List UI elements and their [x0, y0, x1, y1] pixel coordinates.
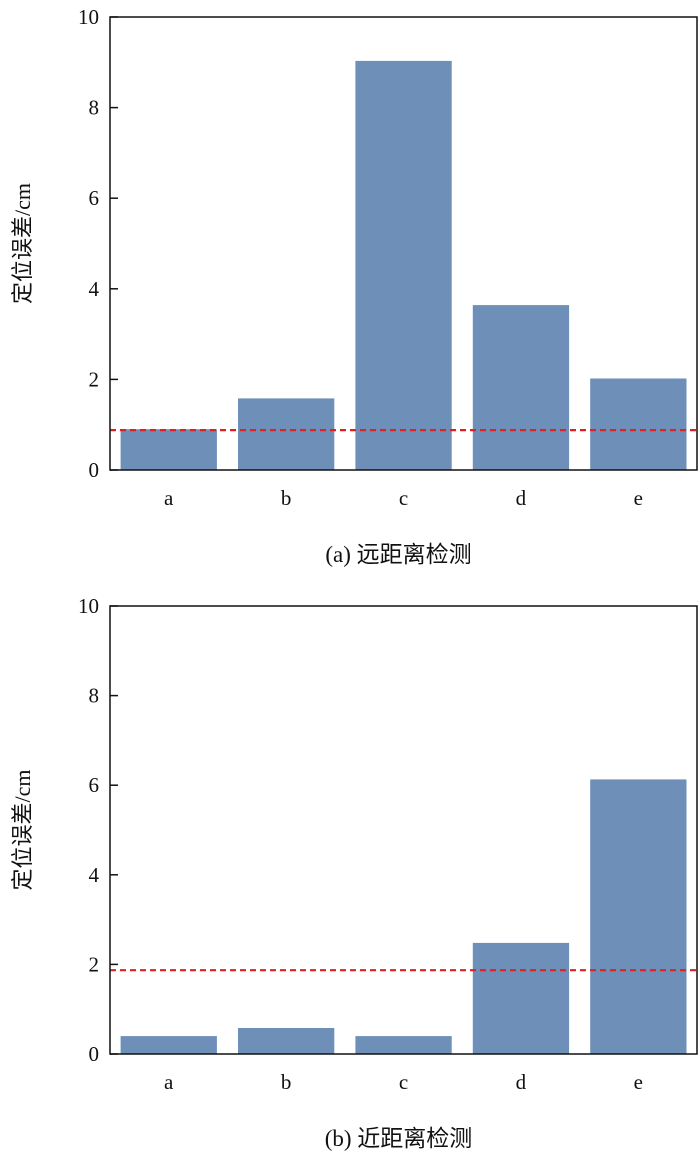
- bar-e: [590, 378, 687, 470]
- chart-a: a b c d e 0 2 4 6 8 10 定位误差/cm (a) 远距离检测: [10, 5, 698, 567]
- x-tick-label-d: d: [516, 486, 527, 510]
- y-axis-label: 定位误差/cm: [10, 183, 35, 304]
- bar-c: [355, 1036, 452, 1054]
- x-tick-label-e: e: [634, 1070, 643, 1094]
- x-tick-label-b: b: [281, 486, 292, 510]
- y-tick-label: 4: [89, 863, 100, 887]
- x-tick-label-d: d: [516, 1070, 527, 1094]
- y-tick-label: 10: [78, 5, 99, 29]
- bar-a: [120, 429, 217, 470]
- y-tick-label: 10: [78, 594, 99, 618]
- x-tick-label-a: a: [164, 486, 174, 510]
- y-tick-label: 8: [89, 96, 100, 120]
- bar-c: [355, 60, 452, 471]
- y-tick-label: 8: [89, 684, 100, 708]
- bar-d: [472, 942, 570, 1054]
- y-tick-label: 0: [89, 1042, 100, 1066]
- x-tick-label-a: a: [164, 1070, 174, 1094]
- y-axis-label: 定位误差/cm: [10, 770, 35, 891]
- y-tick-label: 4: [89, 277, 100, 301]
- y-tick-label: 2: [89, 367, 100, 391]
- x-tick-label-c: c: [399, 1070, 408, 1094]
- plot-frame: [109, 605, 698, 1055]
- bar-a: [120, 1036, 217, 1054]
- x-tick-label-b: b: [281, 1070, 292, 1094]
- bar-b: [238, 398, 335, 470]
- y-tick-label: 6: [89, 186, 100, 210]
- y-tick-label: 2: [89, 952, 100, 976]
- bar-e: [590, 779, 687, 1054]
- chart-b: a b c d e 0 2 4 6 8 10 定位误差/cm (b) 近距离检测: [10, 594, 698, 1151]
- bar-b: [238, 1028, 335, 1054]
- x-tick-label-c: c: [399, 486, 408, 510]
- y-tick-label: 0: [89, 458, 100, 482]
- bar-d: [472, 305, 570, 470]
- chart-caption: (a) 远距离检测: [325, 542, 471, 567]
- plot-frame: [109, 16, 698, 471]
- chart-caption: (b) 近距离检测: [325, 1126, 473, 1151]
- y-tick-label: 6: [89, 773, 100, 797]
- x-tick-label-e: e: [634, 486, 643, 510]
